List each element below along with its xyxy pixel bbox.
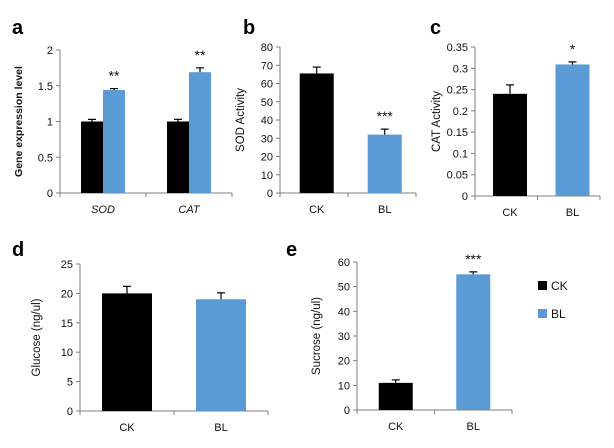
- panel-letter-c: c: [430, 17, 441, 39]
- y-tick-label: 10: [338, 380, 350, 392]
- y-tick-label: 20: [261, 152, 273, 164]
- y-tick-label: 10: [261, 170, 273, 182]
- y-tick-label: 0.05: [447, 170, 468, 182]
- legend-label-ck: CK: [551, 279, 568, 293]
- x-tick-label: CK: [502, 207, 518, 219]
- y-tick-label: 0.2: [453, 106, 468, 118]
- y-tick-label: 50: [338, 282, 350, 294]
- y-tick-label: 0.15: [447, 127, 468, 139]
- x-tick-label: BL: [214, 422, 227, 434]
- legend-swatch-bl: [538, 309, 547, 318]
- significance-marker: **: [195, 47, 206, 63]
- y-axis-label: Glucose (ng/ul): [31, 298, 43, 376]
- y-tick-label: 0.25: [447, 85, 468, 97]
- chart-panel-c: c 0 0.05 0.1 0.15 0.2 0.25 0.3 0.35 CAT Activity C…: [430, 17, 601, 219]
- significance-marker: *: [570, 41, 576, 57]
- panel-letter-e: e: [286, 239, 297, 261]
- y-tick-label: 20: [338, 356, 350, 368]
- y-tick-label: 0: [67, 406, 73, 418]
- x-tick-label: BL: [467, 421, 480, 433]
- y-tick-label: 40: [261, 115, 273, 127]
- y-tick-label: 0: [344, 405, 350, 417]
- significance-marker: **: [109, 68, 120, 84]
- bar-ck: [102, 293, 152, 411]
- chart-panel-e: e 0 10 20 30 40 50 60 Sucrose (ng/ul) CK BL ***: [286, 239, 513, 433]
- y-axis-label: Gene expression level: [13, 66, 25, 177]
- y-axis-label: SOD Activity: [235, 88, 247, 152]
- bar-bl: [367, 134, 402, 193]
- x-tick-label: CAT: [178, 204, 200, 216]
- significance-marker: ***: [465, 251, 482, 267]
- legend-label-bl: BL: [551, 307, 566, 321]
- y-tick-label: 0.5: [38, 152, 53, 164]
- panels-layer: a 0 0.5 1 1.5 2 Gene expression level SOD ** CAT *…: [12, 17, 601, 434]
- bar-bl-sod: [103, 90, 125, 193]
- x-tick-label: SOD: [91, 204, 115, 216]
- y-tick-label: 0.35: [447, 42, 468, 54]
- bar-ck-cat: [167, 121, 189, 193]
- legend: CK BL: [538, 279, 568, 321]
- y-tick-label: 60: [261, 79, 273, 91]
- chart-panel-d: d 0 5 10 15 20 25 Glucose (ng/ul) CK BL: [12, 239, 269, 434]
- y-tick-label: 30: [338, 331, 350, 343]
- y-tick-label: 50: [261, 97, 273, 109]
- y-tick-label: 25: [61, 259, 73, 271]
- y-tick-label: 15: [61, 318, 73, 330]
- y-tick-label: 5: [67, 377, 73, 389]
- chart-panel-b: b 0 10 20 30 40 50 60 70 80 SOD Activity CK BL ***: [235, 17, 417, 216]
- y-tick-label: 60: [338, 257, 350, 269]
- y-tick-label: 0: [462, 191, 468, 203]
- significance-marker: ***: [377, 108, 394, 124]
- bar-bl: [196, 299, 246, 411]
- x-tick-label: CK: [388, 421, 404, 433]
- panel-letter-d: d: [12, 239, 24, 261]
- y-tick-label: 0.3: [453, 63, 468, 75]
- bar-ck: [493, 93, 527, 196]
- y-tick-label: 80: [261, 42, 273, 54]
- bar-bl-cat: [189, 72, 211, 193]
- y-axis-label: Sucrose (ng/ul): [311, 297, 323, 375]
- legend-swatch-ck: [538, 281, 547, 290]
- bar-bl: [555, 64, 590, 196]
- y-tick-label: 40: [338, 306, 350, 318]
- x-tick-label: CK: [309, 204, 325, 216]
- bar-bl: [456, 274, 491, 410]
- panel-letter-a: a: [12, 17, 24, 39]
- y-tick-label: 0: [47, 188, 53, 200]
- y-tick-label: 20: [61, 288, 73, 300]
- chart-panel-a: a 0 0.5 1 1.5 2 Gene expression level SOD ** CAT *…: [12, 17, 233, 216]
- bar-ck: [299, 73, 334, 193]
- y-tick-label: 1: [47, 117, 53, 129]
- panel-letter-b: b: [243, 17, 255, 39]
- y-tick-label: 0.1: [453, 148, 468, 160]
- x-tick-label: BL: [378, 204, 391, 216]
- bar-ck-sod: [81, 121, 103, 193]
- y-tick-label: 2: [47, 45, 53, 57]
- y-axis-label: CAT Activity: [431, 91, 443, 152]
- x-tick-label: BL: [566, 207, 579, 219]
- y-tick-label: 0: [267, 188, 273, 200]
- bar-ck: [378, 382, 413, 410]
- x-tick-label: CK: [119, 422, 135, 434]
- y-tick-label: 1.5: [38, 81, 53, 93]
- y-tick-label: 70: [261, 60, 273, 72]
- y-tick-label: 30: [261, 133, 273, 145]
- y-tick-label: 10: [61, 347, 73, 359]
